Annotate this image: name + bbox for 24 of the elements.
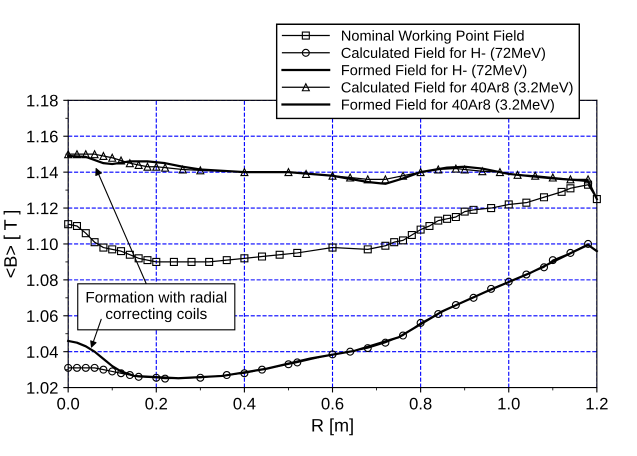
x-tick-label: 0.8 xyxy=(410,398,432,410)
y-tick-label: 1.14 xyxy=(27,166,58,178)
x-tick-label: 0.4 xyxy=(233,398,256,410)
annotation: Formation with radial correcting coils xyxy=(86,291,226,322)
y-axis-title: <B> [ T ] xyxy=(4,210,20,278)
x-tick-label: 1.0 xyxy=(498,398,520,410)
legend-label: Formed Field for 40Ar8 (3.2MeV) xyxy=(342,99,554,113)
y-tick-label: 1.06 xyxy=(27,310,58,322)
x-tick-label: 1.2 xyxy=(586,398,608,410)
x-axis-title: R [m] xyxy=(312,418,353,436)
y-tick-label: 1.16 xyxy=(27,130,58,142)
y-tick-label: 1.10 xyxy=(27,238,58,250)
y-tick-label: 1.02 xyxy=(27,382,58,394)
y-tick-label: 1.08 xyxy=(27,274,58,286)
y-tick-label: 1.18 xyxy=(27,94,58,107)
y-tick-label: 1.04 xyxy=(27,346,58,358)
legend-label: Formed Field for H- (72MeV) xyxy=(342,64,526,78)
x-tick-label: 0.6 xyxy=(322,398,344,410)
x-tick-label: 0.2 xyxy=(145,398,168,410)
y-tick-label: 1.12 xyxy=(27,202,58,214)
legend-label: Nominal Working Point Field xyxy=(342,30,524,44)
x-tick-label: 0.0 xyxy=(57,398,80,410)
legend-label: Calculated Field for H- (72MeV) xyxy=(342,47,545,61)
legend-label: Calculated Field for 40Ar8 (3.2MeV) xyxy=(342,82,573,96)
